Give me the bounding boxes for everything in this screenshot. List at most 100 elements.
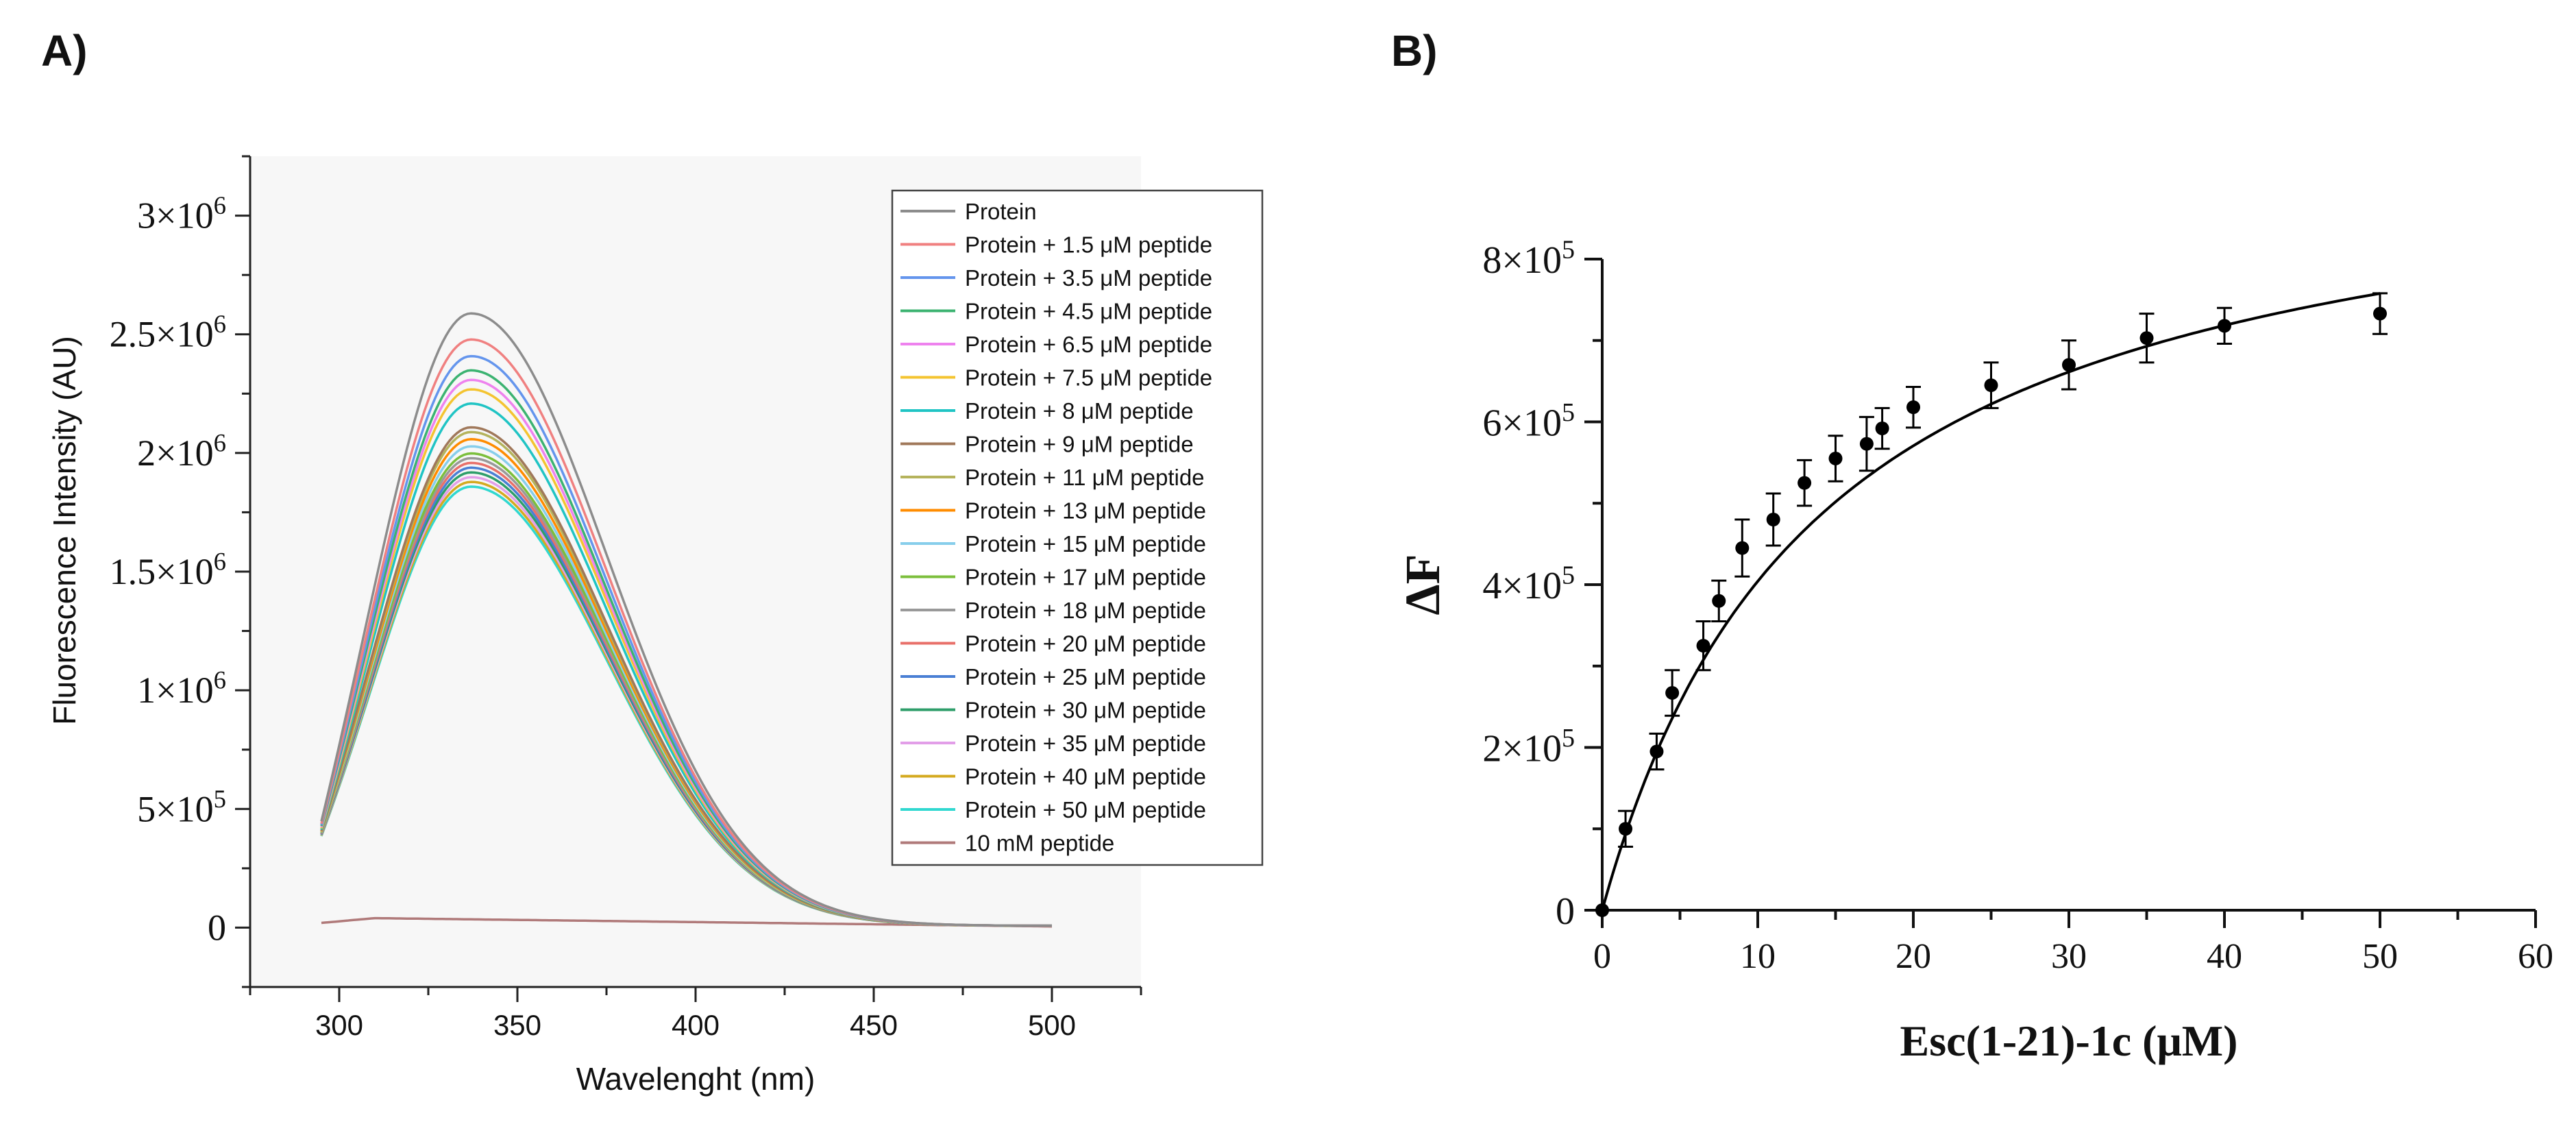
- legend-entry: Protein + 17 μM peptide: [965, 565, 1206, 590]
- panel-label-a: A): [41, 26, 88, 75]
- spectrum-line: [320, 312, 1052, 927]
- legend-entry: Protein + 4.5 μM peptide: [965, 299, 1212, 324]
- legend-entry: Protein + 9 μM peptide: [965, 432, 1194, 457]
- data-point: [1619, 822, 1633, 836]
- spectra-chart: 300 350 400 450 50005×1051×1061.5×1062×1062.…: [47, 155, 1264, 1097]
- legend-box: [891, 189, 1264, 866]
- data-point: [2139, 331, 2154, 345]
- x-axis-label: Wavelenght (nm): [576, 1061, 815, 1097]
- y-tick-label-mantissa: 0: [208, 907, 226, 948]
- y-tick-label: 1×106: [137, 666, 226, 711]
- y-tick-label-mantissa: 1×10: [137, 670, 213, 711]
- spectra-series-group: [320, 312, 1053, 928]
- legend-entry: Protein + 40 μM peptide: [965, 764, 1206, 790]
- data-point: [1696, 639, 1710, 653]
- y-tick-label-mantissa: 2×10: [137, 432, 213, 474]
- x-tick-label: 400: [672, 1009, 720, 1041]
- y-axis-label: ΔF: [1395, 554, 1450, 615]
- data-point: [1649, 744, 1664, 759]
- y-tick-label: 2.5×106: [110, 310, 226, 355]
- legend-entry: Protein: [965, 199, 1037, 224]
- y-tick-label-exponent: 6: [214, 191, 226, 219]
- legend-entry: Protein + 13 μM peptide: [965, 498, 1206, 524]
- y-tick-label-exponent: 6: [214, 310, 226, 338]
- spectra-axes: 300 350 400 450 50005×1051×1061.5×1062×1062.…: [110, 155, 1142, 1041]
- legend-entry: Protein + 1.5 μM peptide: [965, 232, 1212, 258]
- y-tick-label-mantissa: 6×10: [1482, 402, 1562, 445]
- y-tick-label-mantissa: 2×10: [1482, 728, 1562, 770]
- y-tick-label-exponent: 5: [1562, 398, 1575, 427]
- x-tick-label: 40: [2207, 937, 2242, 976]
- y-tick-label: 6×105: [1482, 398, 1575, 444]
- y-tick-label: 5×105: [137, 785, 226, 830]
- panel-label-b: B): [1391, 26, 1438, 75]
- legend: Protein Protein + 1.5 μM peptide Protein +…: [891, 189, 1264, 866]
- legend-entry: 10 mM peptide: [965, 831, 1114, 856]
- data-point: [1859, 437, 1874, 451]
- y-tick-label: 2×105: [1482, 724, 1575, 770]
- x-tick-label: 60: [2518, 937, 2553, 976]
- y-tick-label-exponent: 5: [1562, 236, 1575, 265]
- x-tick-label: 300: [315, 1009, 363, 1041]
- y-tick-label-mantissa: 0: [1556, 890, 1575, 933]
- y-tick-label-mantissa: 3×10: [137, 195, 213, 236]
- legend-entry: Protein + 11 μM peptide: [965, 465, 1205, 490]
- y-tick-label: 0: [1556, 890, 1575, 933]
- y-tick-label-mantissa: 5×10: [137, 788, 213, 829]
- data-point: [2062, 358, 2076, 372]
- data-points-group: [1595, 292, 2388, 917]
- x-tick-label: 0: [1593, 937, 1611, 976]
- legend-entry: Protein + 3.5 μM peptide: [965, 265, 1212, 291]
- legend-entry: Protein + 8 μM peptide: [965, 398, 1194, 424]
- data-point: [1875, 422, 1889, 435]
- y-tick-label-exponent: 5: [1562, 724, 1575, 753]
- data-point: [1984, 378, 1998, 393]
- y-tick-label-exponent: 5: [1562, 561, 1575, 590]
- data-point: [1665, 685, 1680, 700]
- legend-entry: Protein + 30 μM peptide: [965, 698, 1206, 723]
- data-point: [1595, 903, 1609, 917]
- data-point: [1766, 513, 1780, 526]
- y-axis-label: Fluorescence Intensity (AU): [47, 336, 82, 725]
- data-point: [1712, 594, 1726, 608]
- data-point: [1828, 451, 1843, 465]
- x-tick-label: 350: [493, 1009, 541, 1041]
- data-point: [2373, 306, 2387, 321]
- y-tick-label: 0: [208, 907, 226, 948]
- x-tick-label: 10: [1740, 937, 1776, 976]
- y-tick-label-mantissa: 8×10: [1482, 239, 1562, 282]
- x-tick-label: 450: [850, 1009, 898, 1041]
- x-axis-label: Esc(1-21)-1c (μM): [1900, 1016, 2238, 1065]
- data-point: [1906, 400, 1920, 415]
- y-tick-label-mantissa: 1.5×10: [110, 551, 214, 592]
- legend-entry: Protein + 35 μM peptide: [965, 731, 1206, 756]
- x-tick-label: 500: [1028, 1009, 1076, 1041]
- data-point: [2218, 319, 2231, 333]
- y-tick-label-mantissa: 4×10: [1482, 565, 1562, 607]
- x-tick-label: 20: [1896, 937, 1931, 976]
- legend-entry: Protein + 7.5 μM peptide: [965, 365, 1212, 391]
- y-tick-label-exponent: 6: [214, 547, 226, 575]
- data-point: [1735, 541, 1750, 555]
- y-tick-label-exponent: 6: [214, 666, 226, 694]
- data-point: [1798, 476, 1812, 490]
- legend-entry: Protein + 15 μM peptide: [965, 531, 1206, 557]
- y-tick-label-exponent: 5: [214, 785, 226, 813]
- legend-entry: Protein + 18 μM peptide: [965, 598, 1206, 623]
- y-tick-label: 8×105: [1482, 236, 1575, 282]
- x-tick-label: 30: [2051, 937, 2087, 976]
- x-tick-label: 50: [2362, 937, 2398, 976]
- y-tick-label-mantissa: 2.5×10: [110, 314, 214, 355]
- legend-entry: Protein + 6.5 μM peptide: [965, 332, 1212, 357]
- legend-entry: Protein + 20 μM peptide: [965, 631, 1206, 657]
- legend-entry: Protein + 50 μM peptide: [965, 797, 1206, 822]
- y-tick-label: 1.5×106: [110, 547, 226, 592]
- y-tick-label: 3×106: [137, 191, 226, 236]
- legend-entry: Protein + 25 μM peptide: [965, 664, 1206, 690]
- y-tick-label: 2×106: [137, 428, 226, 474]
- y-tick-label: 4×105: [1482, 561, 1575, 607]
- y-tick-label-exponent: 6: [214, 428, 226, 456]
